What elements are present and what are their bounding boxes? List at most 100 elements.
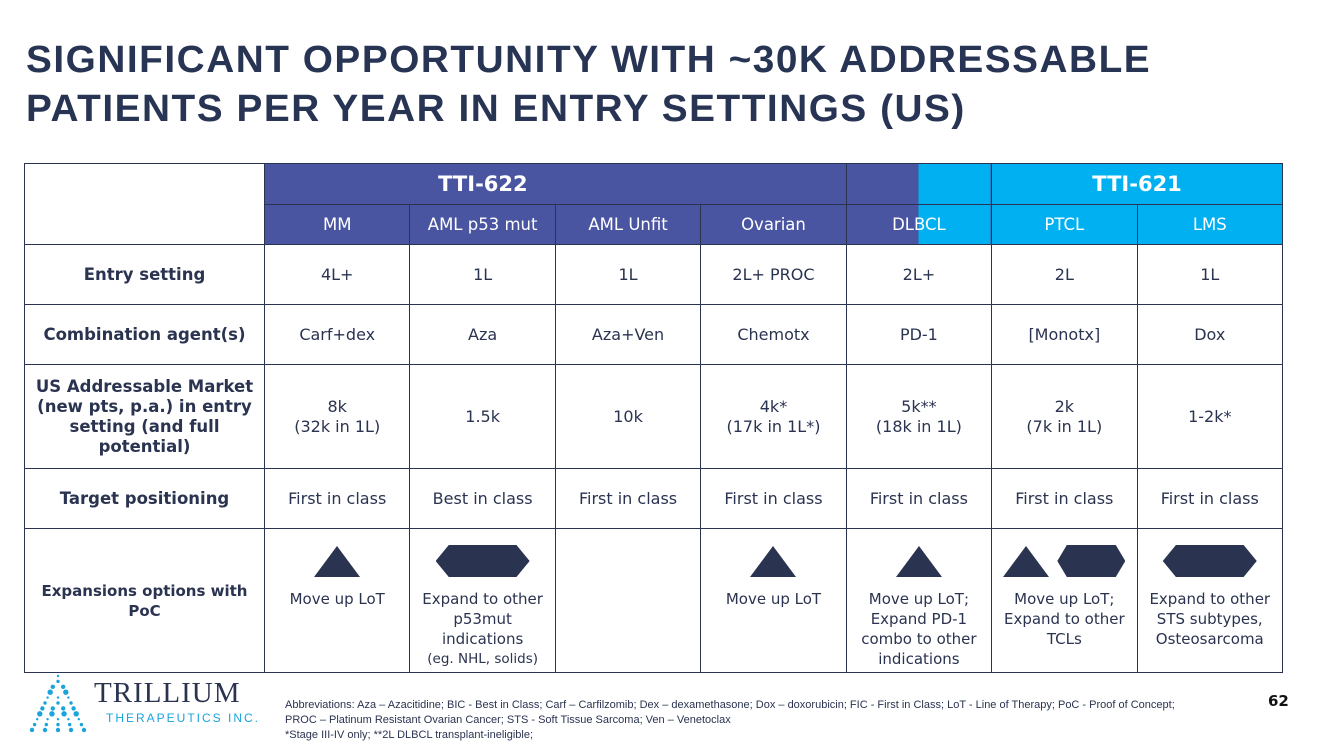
cell-line: (17k in 1L*) — [726, 416, 821, 436]
market-cell: 2k (7k in 1L) — [991, 364, 1138, 469]
cell-line: 1-2k* — [1188, 406, 1232, 426]
entry-cell: 1L — [409, 244, 556, 305]
group-boundary — [845, 163, 993, 205]
cell-line: Expand to other — [422, 590, 543, 608]
combo-cell: PD-1 — [845, 304, 993, 365]
cell-line: combo to other — [861, 630, 977, 648]
market-cell: 1-2k* — [1136, 364, 1284, 469]
trillium-dots-icon: TRILLIUM THERAPEUTICS INC. — [29, 674, 260, 733]
hexagon-icon — [1162, 545, 1257, 577]
cell-line: 4k* — [759, 396, 788, 416]
target-cell: First in class — [991, 468, 1138, 529]
market-cell: 1.5k — [409, 364, 556, 469]
expansion-icons — [1142, 543, 1278, 579]
cell-line: (eg. NHL, solids) — [427, 651, 538, 667]
entry-cell: 2L+ — [845, 244, 993, 305]
cell-line: Expand PD-1 — [870, 610, 968, 628]
group-tti622: TTI-622 — [263, 163, 701, 205]
cell-line: (32k in 1L) — [294, 416, 381, 436]
triangle-icon — [750, 545, 797, 577]
cell-line: Move up LoT — [725, 590, 822, 608]
entry-cell: 4L+ — [263, 244, 411, 305]
combo-cell: Aza — [409, 304, 556, 365]
expansion-icons — [414, 543, 550, 579]
expansion-cell: Move up LoT; Expand to other TCLs — [991, 528, 1138, 673]
expansion-cell: Move up LoT — [263, 528, 411, 673]
entry-cell: 2L — [991, 244, 1138, 305]
row-label-expansion: Expansions options with PoC — [24, 528, 265, 673]
triangle-icon — [895, 545, 942, 577]
target-cell: First in class — [845, 468, 993, 529]
combo-cell: Aza+Ven — [554, 304, 702, 365]
svg-text:TRILLIUM: TRILLIUM — [94, 677, 241, 709]
cell-line: 5k** — [901, 396, 937, 416]
cell-line: p53mut — [453, 610, 512, 628]
expansion-icons — [851, 543, 987, 579]
cell-line: 1.5k — [465, 406, 500, 426]
expansion-cell: Move up LoT — [700, 528, 847, 673]
expansion-icons — [996, 543, 1132, 579]
hexagon-icon — [435, 545, 530, 577]
indication-header: MM — [263, 204, 411, 245]
cell-line: Osteosarcoma — [1155, 630, 1264, 648]
expansion-icons — [705, 543, 841, 579]
entry-cell: 1L — [554, 244, 702, 305]
indication-header: AML p53 mut — [409, 204, 556, 245]
page-title: SIGNIFICANT OPPORTUNITY WITH ~30K ADDRES… — [26, 39, 1152, 130]
market-cell: 4k* (17k in 1L*) — [700, 364, 847, 469]
row-label-target: Target positioning — [24, 468, 265, 529]
entry-cell: 1L — [1136, 244, 1284, 305]
cell-line: (18k in 1L) — [875, 416, 962, 436]
target-cell: Best in class — [409, 468, 556, 529]
triangle-icon — [1003, 545, 1050, 577]
expansion-icons — [269, 543, 405, 579]
page-number: 62 — [1268, 692, 1289, 710]
market-cell: 10k — [554, 364, 702, 469]
indication-header: Ovarian — [700, 204, 847, 245]
indication-header: AML Unfit — [554, 204, 702, 245]
target-cell: First in class — [1136, 468, 1284, 529]
cell-line: 2k — [1054, 396, 1075, 416]
combo-cell: Carf+dex — [263, 304, 411, 365]
cell-line: (7k in 1L) — [1026, 416, 1103, 436]
market-cell: 5k** (18k in 1L) — [845, 364, 993, 469]
row-label-combo: Combination agent(s) — [24, 304, 265, 365]
cell-line: Move up LoT — [289, 590, 385, 608]
cell-line: indications — [878, 650, 960, 668]
target-cell: First in class — [700, 468, 847, 529]
entry-cell: 2L+ PROC — [700, 244, 847, 305]
footnotes: Abbreviations: Aza – Azacitidine; BIC - … — [285, 699, 1175, 741]
target-cell: First in class — [263, 468, 411, 529]
hexagon-icon — [1057, 545, 1126, 577]
cell-line: TCLs — [1046, 630, 1082, 648]
indication-header: LMS — [1136, 204, 1284, 245]
triangle-icon — [314, 545, 361, 577]
combo-cell: [Monotx] — [991, 304, 1138, 365]
svg-text:THERAPEUTICS INC.: THERAPEUTICS INC. — [106, 711, 260, 725]
group-tti621: TTI-621 — [991, 163, 1283, 205]
cell-line: 10k — [613, 406, 643, 426]
cell-line: Expand to other — [1149, 590, 1271, 608]
expansion-icons — [560, 543, 696, 579]
combo-cell: Dox — [1136, 304, 1284, 365]
expansion-cell: Move up LoT; Expand PD-1 combo to other ind… — [845, 528, 993, 673]
target-cell: First in class — [554, 468, 702, 529]
market-cell: 8k (32k in 1L) — [263, 364, 411, 469]
cell-line: 8k — [327, 396, 347, 416]
row-label-entry: Entry setting — [24, 244, 265, 305]
cell-line: STS subtypes, — [1156, 610, 1263, 628]
trillium-logo: TRILLIUM THERAPEUTICS INC. — [24, 672, 264, 740]
corner-cell — [24, 163, 265, 245]
cell-line: indications — [441, 630, 524, 648]
indication-header: PTCL — [991, 204, 1138, 245]
combo-cell: Chemotx — [700, 304, 847, 365]
indication-header: DLBCL — [845, 204, 993, 245]
opportunity-table: TTI-622 TTI-621 MM AML p53 mut AML Unfit Ov… — [24, 163, 1284, 673]
expansion-cell: Expand to other p53mut indications (eg. NHL… — [409, 528, 556, 673]
row-label-market: US Addressable Market (new pts, p.a.) in… — [24, 364, 265, 469]
cell-line: Move up LoT; — [1014, 590, 1115, 608]
cell-line: Expand to other — [1003, 610, 1125, 628]
cell-line: Move up LoT; — [868, 590, 970, 608]
expansion-cell — [554, 528, 702, 673]
expansion-cell: Expand to other STS subtypes, Osteosarcoma — [1136, 528, 1284, 673]
